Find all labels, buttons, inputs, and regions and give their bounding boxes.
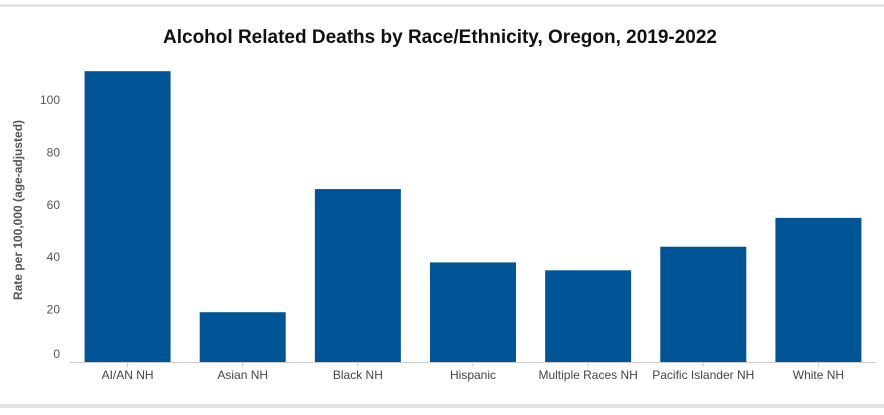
- chart-title: Alcohol Related Deaths by Race/Ethnicity…: [163, 27, 717, 48]
- bar-black-nh: [314, 189, 401, 362]
- x-tick-label: Black NH: [333, 368, 383, 382]
- x-tick-label: Multiple Races NH: [538, 368, 637, 382]
- y-axis-ticks: 0 20 40 60 80 100: [40, 93, 60, 361]
- bar-asian-nh: [199, 312, 286, 362]
- y-tick-label: 0: [53, 347, 60, 361]
- bar-multiple-races-nh: [545, 270, 632, 362]
- x-tick-label: Hispanic: [450, 368, 496, 382]
- bar-hispanic: [430, 262, 516, 362]
- x-tick-label: AI/AN NH: [102, 368, 154, 382]
- bar-ai-an-nh: [84, 71, 171, 363]
- x-tick-label: White NH: [793, 368, 844, 382]
- y-tick-label: 20: [47, 303, 61, 317]
- y-tick-label: 40: [47, 250, 61, 264]
- bar-white-nh: [775, 217, 862, 362]
- bar-pacific-islander-nh: [660, 246, 747, 362]
- x-tick-label: Pacific Islander NH: [652, 368, 754, 382]
- bars-group: [84, 71, 862, 363]
- bottom-border: [0, 404, 884, 408]
- y-axis-label: Rate per 100,000 (age-adjusted): [11, 120, 25, 300]
- x-tick-label: Asian NH: [217, 368, 268, 382]
- top-border: [0, 4, 884, 7]
- y-tick-label: 80: [47, 145, 61, 159]
- y-tick-label: 60: [47, 198, 61, 212]
- y-tick-label: 100: [40, 93, 60, 107]
- x-axis-ticks: AI/AN NH Asian NH Black NH Hispanic Multiple…: [102, 362, 844, 382]
